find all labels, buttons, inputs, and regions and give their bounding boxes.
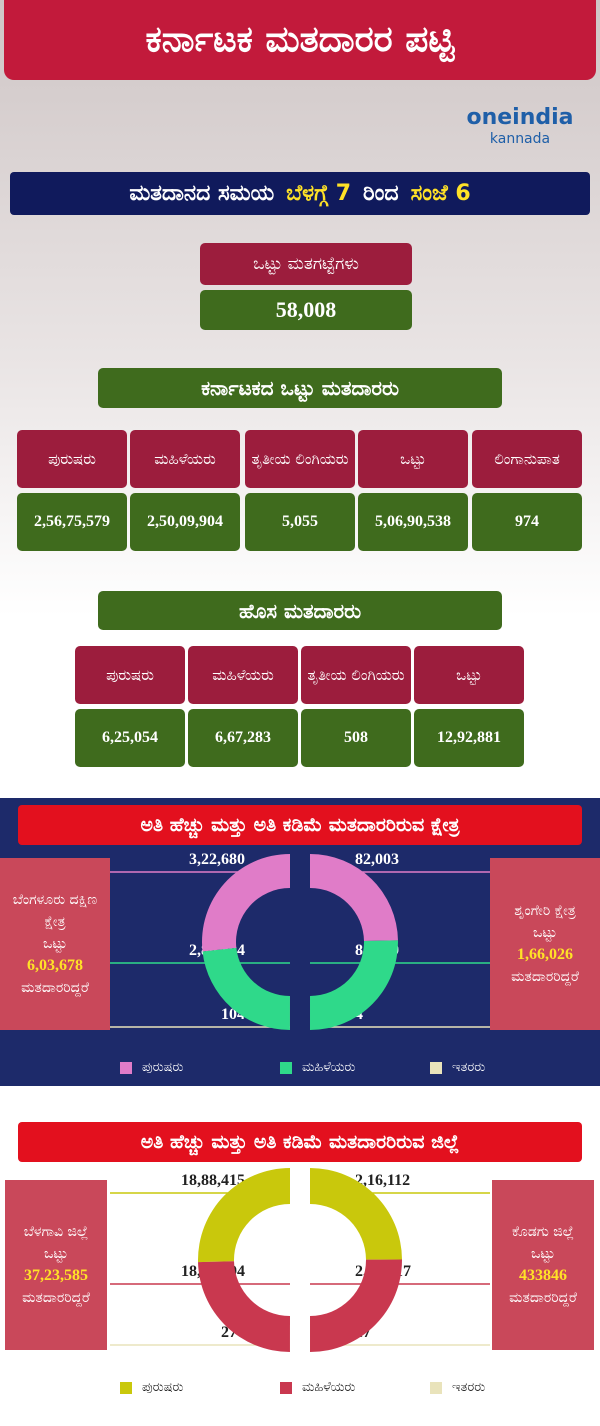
table-header: ಲಿಂಗಾನುಪಾತ	[472, 430, 582, 488]
legend-label: ಪುರುಷರು	[142, 1060, 184, 1075]
box-suffix: ಮತದಾರರಿದ್ದರೆ	[21, 980, 89, 996]
info-box: ಬೆಂಗಳೂರು ದಕ್ಷಿಣ ಕ್ಷೇತ್ರ ಒಟ್ಟು 6,03,678 ಮತದಾ…	[0, 858, 110, 1030]
logo: oneindia	[466, 104, 574, 130]
panel-title: ಅತಿ ಹೆಚ್ಚು ಮತ್ತು ಅತಿ ಕಡಿಮೆ ಮತದಾರರಿರುವ ಕ್…	[18, 805, 582, 845]
donut-chart: 3,22,6802,80,89410482,00384,0194	[110, 851, 490, 1030]
box-suffix: ಮತದಾರರಿದ್ದರೆ	[509, 1290, 577, 1306]
table-value: 6,25,054	[75, 709, 185, 767]
table-header: ಒಟ್ಟು	[358, 430, 468, 488]
box-name: ಕೊಡಗು ಜಿಲ್ಲೆ	[512, 1224, 574, 1240]
booths-label: ಒಟ್ಟು ಮತಗಟ್ಟೆಗಳು	[200, 243, 412, 285]
info-box: ಬೆಳಗಾವಿ ಜಿಲ್ಲೆ ಒಟ್ಟು 37,23,585 ಮತದಾರರಿದ್ದರೆ	[5, 1180, 107, 1350]
timing-text: ಮತದಾನದ ಸಮಯ	[129, 181, 275, 206]
box-total-label: ಒಟ್ಟು	[530, 1246, 555, 1262]
legend-label: ಇತರರು	[452, 1060, 486, 1075]
info-box: ಶೃಂಗೇರಿ ಕ್ಷೇತ್ರ ಒಟ್ಟು 1,66,026 ಮತದಾರರಿದ್ದರೆ	[490, 858, 600, 1030]
donut-segment	[198, 1168, 290, 1263]
table-header: ಪುರುಷರು	[75, 646, 185, 704]
table-value: 6,67,283	[188, 709, 298, 767]
legend-swatch	[430, 1381, 442, 1394]
timing-text: ರಿಂದ	[363, 181, 399, 206]
table-value: 5,06,90,538	[358, 493, 468, 551]
box-total-label: ಒಟ್ಟು	[43, 1246, 68, 1262]
box-name: ಬೆಂಗಳೂರು ದಕ್ಷಿಣ ಕ್ಷೇತ್ರ	[12, 892, 98, 930]
legend-label: ಇತರರು	[452, 1380, 486, 1395]
donut-segment	[310, 1168, 402, 1260]
value-label: 82,003	[355, 851, 399, 868]
table-header: ಮಹಿಳೆಯರು	[130, 430, 240, 488]
legend-item: ಪುರುಷರು	[120, 1060, 183, 1075]
donut-segment	[202, 947, 290, 1030]
table-value: 974	[472, 493, 582, 551]
table-value: 12,92,881	[414, 709, 524, 767]
value-label: 18,88,415	[181, 1172, 245, 1189]
table-header: ಪುರುಷರು	[17, 430, 127, 488]
legend-swatch	[120, 1061, 132, 1074]
box-total: 37,23,585	[24, 1267, 88, 1284]
box-total-label: ಒಟ್ಟು	[532, 925, 557, 941]
legend-label: ಮಹಿಳೆಯರು	[302, 1060, 356, 1075]
legend-item: ಇತರರು	[430, 1380, 485, 1395]
table-value: 508	[301, 709, 411, 767]
section-title: ಹೊಸ ಮತದಾರರು	[98, 591, 502, 630]
timing-bar: ಮತದಾನದ ಸಮಯ ಬೆಳಗ್ಗೆ 7 ರಿಂದ ಸಂಜೆ 6	[10, 172, 590, 215]
panel-title: ಅತಿ ಹೆಚ್ಚು ಮತ್ತು ಅತಿ ಕಡಿಮೆ ಮತದಾರರಿರುವ ಜಿ…	[18, 1122, 582, 1162]
box-suffix: ಮತದಾರರಿದ್ದರೆ	[22, 1290, 90, 1306]
box-total: 433846	[519, 1267, 567, 1284]
booths-value: 58,008	[200, 290, 412, 330]
section-title: ಕರ್ನಾಟಕದ ಒಟ್ಟು ಮತದಾರರು	[98, 368, 502, 408]
legend-item: ಮಹಿಳೆಯರು	[280, 1060, 355, 1075]
box-total: 6,03,678	[27, 957, 83, 974]
donut-segment	[310, 940, 398, 1030]
legend-item: ಮಹಿಳೆಯರು	[280, 1380, 355, 1395]
legend-label: ಮಹಿಳೆಯರು	[302, 1380, 356, 1395]
legend-item: ಪುರುಷರು	[120, 1380, 183, 1395]
timing-text: ಬೆಳಗ್ಗೆ 7	[286, 181, 352, 206]
legend-item: ಇತರರು	[430, 1060, 485, 1075]
timing-text: ಸಂಜೆ 6	[410, 181, 471, 206]
table-value: 2,50,09,904	[130, 493, 240, 551]
legend-swatch	[120, 1381, 132, 1394]
donut-segment	[310, 854, 398, 941]
table-value: 5,055	[245, 493, 355, 551]
value-label: 2,16,112	[355, 1172, 410, 1189]
box-name: ಬೆಳಗಾವಿ ಜಿಲ್ಲೆ	[23, 1224, 89, 1240]
legend-swatch	[430, 1061, 442, 1074]
box-total-label: ಒಟ್ಟು	[42, 936, 67, 952]
logo-sub: kannada	[489, 131, 551, 147]
table-header: ತೃತೀಯ ಲಿಂಗಿಯರು	[301, 646, 411, 704]
box-suffix: ಮತದಾರರಿದ್ದರೆ	[511, 969, 579, 985]
table-header: ಒಟ್ಟು	[414, 646, 524, 704]
donut-segment	[202, 854, 290, 952]
table-header: ಮಹಿಳೆಯರು	[188, 646, 298, 704]
box-name: ಶೃಂಗೇರಿ ಕ್ಷೇತ್ರ	[514, 903, 576, 919]
table-header: ತೃತೀಯ ಲಿಂಗಿಯರು	[245, 430, 355, 488]
donut-segment	[310, 1259, 402, 1352]
box-total: 1,66,026	[517, 946, 573, 963]
title-bar: ಕರ್ನಾಟಕ ಮತದಾರರ ಪಟ್ಟಿ	[4, 0, 596, 80]
legend-label: ಪುರುಷರು	[142, 1380, 184, 1395]
value-label: 3,22,680	[189, 851, 245, 868]
info-box: ಕೊಡಗು ಜಿಲ್ಲೆ ಒಟ್ಟು 433846 ಮತದಾರರಿದ್ದರೆ	[492, 1180, 594, 1350]
legend-swatch	[280, 1061, 292, 1074]
table-value: 2,56,75,579	[17, 493, 127, 551]
donut-chart: 18,88,41518,34,8942762,16,1122,17,71717	[110, 1168, 490, 1352]
donut-segment	[198, 1261, 290, 1352]
legend-swatch	[280, 1381, 292, 1394]
